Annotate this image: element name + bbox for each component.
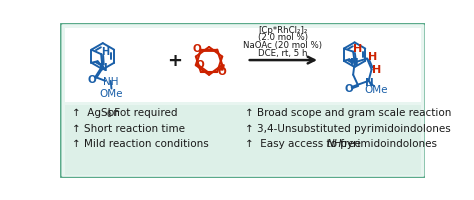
Text: O: O xyxy=(195,59,204,69)
Text: OMe: OMe xyxy=(100,89,123,99)
Text: 6: 6 xyxy=(107,110,111,119)
Text: O: O xyxy=(192,44,201,54)
Text: ↑ Short reaction time: ↑ Short reaction time xyxy=(72,123,185,133)
Text: H: H xyxy=(101,47,109,57)
Text: not required: not required xyxy=(109,108,177,118)
FancyBboxPatch shape xyxy=(61,24,425,178)
Text: N: N xyxy=(99,63,108,73)
Bar xyxy=(65,105,421,175)
Text: H: H xyxy=(368,52,377,62)
Text: O: O xyxy=(87,75,96,85)
Text: NaOAc (20 mol %): NaOAc (20 mol %) xyxy=(244,41,322,50)
Text: (2.0 mol %): (2.0 mol %) xyxy=(258,33,308,42)
Text: +: + xyxy=(167,52,182,70)
Text: [Cp*RhCl₂]₂: [Cp*RhCl₂]₂ xyxy=(258,26,308,35)
Text: ↑  AgSbF: ↑ AgSbF xyxy=(72,108,120,118)
Text: H: H xyxy=(353,44,363,53)
Text: N: N xyxy=(350,58,359,68)
Bar xyxy=(65,29,421,103)
Text: DCE, rt, 5 h: DCE, rt, 5 h xyxy=(258,49,308,58)
Text: OMe: OMe xyxy=(365,84,388,94)
Text: ↑  Easy access to free: ↑ Easy access to free xyxy=(245,139,365,148)
Text: pyrimidoindolones: pyrimidoindolones xyxy=(337,139,437,148)
Text: NH: NH xyxy=(327,139,342,148)
Text: ↑ 3,4-Unsubstituted pyrimidoindolones: ↑ 3,4-Unsubstituted pyrimidoindolones xyxy=(245,123,451,133)
Text: O: O xyxy=(218,67,227,77)
Text: N: N xyxy=(365,77,374,87)
Text: O: O xyxy=(344,83,353,93)
Text: ↑ Mild reaction conditions: ↑ Mild reaction conditions xyxy=(72,139,209,148)
Text: H: H xyxy=(373,65,382,75)
Text: ↑ Broad scope and gram scale reaction: ↑ Broad scope and gram scale reaction xyxy=(245,108,452,118)
Text: NH: NH xyxy=(103,76,118,86)
